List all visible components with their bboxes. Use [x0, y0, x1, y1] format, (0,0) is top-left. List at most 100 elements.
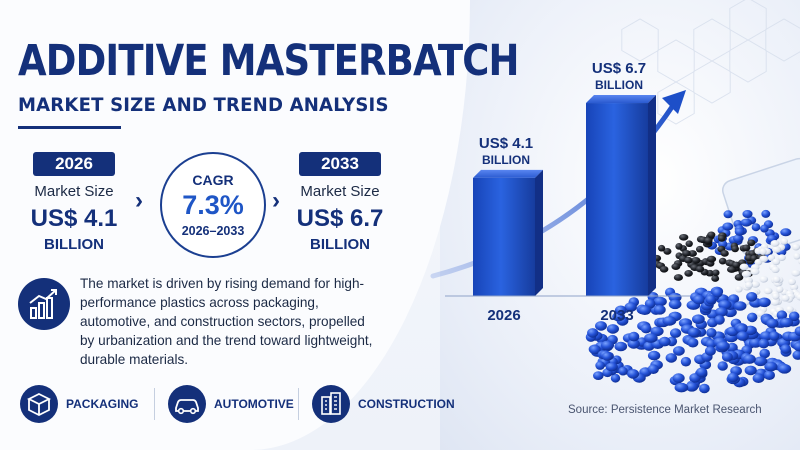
white-pellet — [770, 298, 780, 306]
blue-pellet — [752, 373, 765, 384]
data-label-unit: BILLION — [482, 153, 530, 167]
black-pellet — [706, 255, 717, 263]
blue-pellet — [687, 327, 700, 338]
black-pellet — [658, 244, 666, 252]
black-pellet — [718, 257, 727, 265]
blue-pellet — [595, 361, 605, 370]
sector-packaging: PACKAGING — [20, 385, 150, 425]
blue-pellet — [736, 324, 748, 334]
black-pellet — [720, 250, 729, 257]
blue-pellet — [733, 234, 743, 243]
blue-pellet — [589, 344, 601, 355]
blue-pellet — [794, 326, 800, 336]
blue-pellet — [759, 348, 771, 359]
start-market-label: Market Size — [34, 183, 114, 200]
blue-pellet — [712, 287, 723, 298]
blue-pellet — [665, 353, 677, 363]
black-pellet — [663, 248, 672, 255]
white-pellet — [780, 237, 789, 245]
blue-pellet — [624, 302, 637, 312]
black-pellet — [675, 243, 683, 250]
black-pellet — [731, 245, 739, 253]
blue-pellet — [680, 356, 692, 367]
blue-pellet — [753, 356, 768, 367]
blue-pellet — [733, 301, 747, 311]
blue-pellet — [742, 210, 753, 218]
white-pellet — [767, 254, 776, 262]
blue-pellet — [705, 294, 716, 305]
blue-pellet — [696, 367, 708, 378]
white-pellet — [750, 281, 760, 288]
blue-pellet — [758, 338, 770, 349]
black-pellet — [704, 237, 713, 244]
molecule-hex — [765, 18, 800, 62]
white-pellet — [772, 292, 780, 300]
white-pellet — [785, 305, 794, 313]
blue-pellet — [717, 361, 728, 371]
blue-pellet — [759, 331, 773, 341]
page-title: ADDITIVE MASTERBATCH — [18, 36, 519, 86]
black-pellet — [742, 244, 751, 252]
blue-pellet — [673, 346, 685, 356]
black-pellet — [659, 265, 669, 273]
blue-pellet — [614, 305, 627, 316]
blue-pellet — [746, 312, 758, 323]
bar-2033 — [586, 103, 648, 296]
white-pellet — [771, 266, 780, 274]
white-pellet — [735, 285, 743, 293]
divider — [154, 388, 155, 420]
blue-pellet — [722, 222, 734, 231]
blue-pellet — [662, 316, 677, 326]
blue-pellet — [685, 382, 699, 392]
blue-pellet — [792, 350, 800, 360]
data-label-value: US$ 4.1 — [479, 135, 533, 152]
white-pellet — [791, 269, 800, 277]
blue-pellet — [627, 339, 640, 349]
blue-pellet — [736, 331, 749, 341]
white-pellet — [763, 287, 773, 295]
black-pellet — [707, 231, 716, 239]
white-pellet — [744, 281, 753, 289]
black-pellet — [684, 270, 693, 277]
blue-pellet — [658, 336, 671, 347]
white-pellet — [750, 268, 760, 276]
blue-pellet — [706, 328, 717, 338]
white-pellet — [772, 276, 781, 283]
cagr-label: CAGR — [192, 172, 234, 188]
molecule-hex — [657, 81, 695, 125]
blue-pellet — [704, 346, 716, 356]
market-description: The market is driven by rising demand fo… — [80, 276, 373, 367]
black-pellet — [717, 235, 726, 242]
sector-label: PACKAGING — [66, 397, 139, 411]
sector-label: AUTOMOTIVE — [214, 397, 294, 411]
data-label-unit: BILLION — [595, 78, 643, 92]
end-market-value: US$ 6.7 — [296, 205, 384, 232]
blue-pellet — [734, 227, 745, 236]
end-year-tag: 2033 — [299, 152, 381, 176]
white-pellet — [775, 286, 784, 293]
black-pellet — [712, 269, 720, 277]
blue-pellet — [674, 382, 689, 393]
blue-pellet — [714, 315, 725, 325]
growth-chart-icon — [18, 278, 70, 330]
blue-pellet — [780, 344, 792, 354]
blue-pellet — [606, 324, 619, 334]
blue-pellet — [653, 305, 666, 315]
building-icon — [312, 385, 350, 423]
blue-pellet — [780, 228, 792, 237]
blue-pellet — [670, 328, 682, 338]
sector-label: CONSTRUCTION — [358, 397, 455, 411]
white-pellet — [739, 263, 749, 271]
blue-pellet — [644, 333, 658, 343]
blue-pellet — [672, 373, 685, 383]
end-market-label: Market Size — [300, 183, 380, 200]
blue-pellet — [593, 371, 604, 380]
blue-pellet — [638, 305, 652, 316]
blue-pellet — [793, 341, 800, 352]
black-pellet — [673, 274, 683, 281]
blue-pellet — [647, 350, 661, 361]
white-pellet — [759, 255, 769, 263]
